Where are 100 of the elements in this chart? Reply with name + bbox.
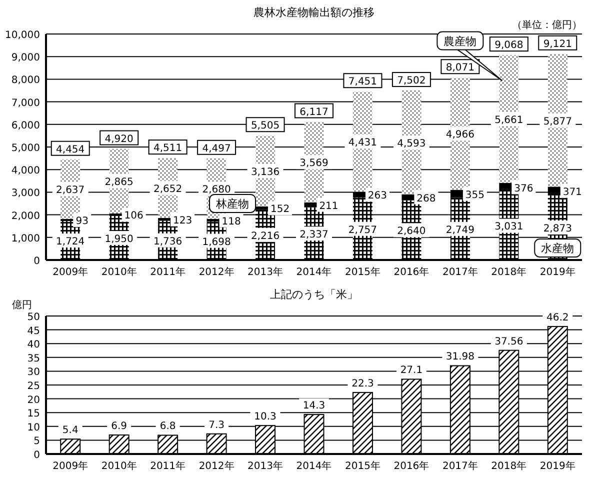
x-tick-label: 2018年 xyxy=(491,460,527,472)
chart-title: 上記のうち「米」 xyxy=(270,288,358,301)
x-tick-label: 2011年 xyxy=(150,266,186,278)
y-tick-label: 0 xyxy=(34,450,40,461)
data-label: 10.3 xyxy=(254,412,276,423)
series-label: 林産物 xyxy=(215,197,250,210)
data-label: 376 xyxy=(514,183,534,194)
total-label: 5,505 xyxy=(250,120,280,132)
data-label: 6.9 xyxy=(111,420,128,432)
data-label: 1,736 xyxy=(154,236,182,248)
x-tick-label: 2010年 xyxy=(101,266,137,278)
y-tick-label: 10,000 xyxy=(5,30,40,41)
x-tick-label: 2013年 xyxy=(248,460,283,472)
total-label: 4,454 xyxy=(56,144,85,156)
data-label: 106 xyxy=(124,210,144,222)
data-label: 22.3 xyxy=(352,378,374,390)
x-tick-label: 2012年 xyxy=(198,460,234,472)
data-label: 263 xyxy=(368,190,388,202)
data-label: 14.3 xyxy=(302,400,326,412)
data-label: 211 xyxy=(319,200,338,212)
y-tick-label: 45 xyxy=(27,326,40,337)
x-tick-label: 2014年 xyxy=(296,266,332,278)
data-label: 7.3 xyxy=(208,420,224,431)
total-label: 9,068 xyxy=(494,40,524,52)
data-label: 37.56 xyxy=(494,336,524,348)
data-label: 4,431 xyxy=(348,138,378,149)
data-label: 4,593 xyxy=(397,138,426,150)
total-label: 7,451 xyxy=(348,76,378,88)
x-tick-label: 2009年 xyxy=(52,460,88,472)
data-label: 46.2 xyxy=(546,312,569,324)
y-tick-label: 2,000 xyxy=(11,210,40,222)
data-label: 31.98 xyxy=(446,352,474,363)
y-tick-label: 4,000 xyxy=(11,166,40,177)
y-tick-label: 35 xyxy=(27,353,40,364)
data-label: 4,966 xyxy=(446,130,474,141)
data-label: 3,569 xyxy=(300,158,328,170)
total-label: 4,511 xyxy=(154,143,182,154)
chart-title: 農林水産物輸出額の推移 xyxy=(254,6,374,19)
data-label: 3,136 xyxy=(250,167,280,178)
data-label: 2,216 xyxy=(250,230,280,242)
series-label: 水産物 xyxy=(541,242,574,255)
data-label: 118 xyxy=(222,216,241,228)
x-tick-label: 2014年 xyxy=(296,460,332,472)
x-tick-label: 2017年 xyxy=(442,460,478,472)
y-tick-label: 40 xyxy=(27,340,40,351)
data-label: 2,757 xyxy=(348,224,378,236)
total-label: 8,071 xyxy=(446,62,474,74)
y-tick-label: 1,000 xyxy=(11,233,40,244)
total-label: 6,117 xyxy=(300,106,328,118)
y-tick-label: 8,000 xyxy=(11,75,40,86)
total-label: 4,920 xyxy=(104,134,134,145)
data-label: 1,698 xyxy=(202,236,231,248)
y-tick-label: 25 xyxy=(27,381,40,392)
x-tick-label: 2019年 xyxy=(540,460,576,472)
x-tick-label: 2010年 xyxy=(101,460,137,472)
y-tick-label: 15 xyxy=(27,408,40,420)
y-tick-label: 20 xyxy=(27,394,40,406)
y-tick-label: 3,000 xyxy=(11,188,40,200)
y-tick-label: 7,000 xyxy=(11,98,40,109)
data-label: 2,749 xyxy=(446,224,474,236)
data-label: 27.1 xyxy=(400,365,423,376)
data-label: 3,031 xyxy=(494,222,524,233)
y-tick-label: 5 xyxy=(34,436,40,448)
text: （単位：億円） xyxy=(512,19,582,31)
y-tick-label: 0 xyxy=(34,256,40,267)
x-tick-label: 2011年 xyxy=(150,460,186,472)
x-tick-label: 2012年 xyxy=(198,266,234,278)
data-label: 2,680 xyxy=(202,184,231,196)
data-label: 5.4 xyxy=(62,425,78,436)
data-label: 5,877 xyxy=(543,116,572,128)
x-tick-label: 2018年 xyxy=(491,266,527,278)
data-label: 5,661 xyxy=(494,115,524,126)
data-label: 6.8 xyxy=(160,421,176,432)
total-label: 9,121 xyxy=(543,38,572,50)
y-tick-label: 30 xyxy=(27,367,40,378)
data-label: 2,337 xyxy=(300,230,328,241)
x-tick-label: 2013年 xyxy=(248,266,283,278)
data-label: 152 xyxy=(270,204,290,216)
data-label: 2,873 xyxy=(543,224,572,235)
y-tick-label: 5,000 xyxy=(11,143,40,154)
x-tick-label: 2015年 xyxy=(345,266,380,278)
y-axis-title: 億円 xyxy=(12,299,32,311)
data-label: 2,865 xyxy=(104,177,134,188)
x-tick-label: 2016年 xyxy=(394,266,430,278)
data-label: 2,652 xyxy=(154,184,182,196)
data-label: 93 xyxy=(76,216,88,227)
data-label: 355 xyxy=(465,190,484,201)
data-label: 123 xyxy=(173,215,192,226)
x-tick-label: 2017年 xyxy=(442,266,478,278)
total-label: 4,497 xyxy=(202,143,231,154)
y-tick-label: 9,000 xyxy=(11,52,40,64)
total-label: 7,502 xyxy=(397,75,426,86)
y-tick-label: 6,000 xyxy=(11,120,40,132)
data-label: 1,724 xyxy=(56,236,85,248)
data-label: 2,637 xyxy=(56,185,85,196)
x-tick-label: 2016年 xyxy=(394,460,430,472)
y-tick-label: 50 xyxy=(27,312,40,323)
x-tick-label: 2019年 xyxy=(540,266,576,278)
data-label: 371 xyxy=(562,186,582,198)
x-tick-label: 2015年 xyxy=(345,460,380,472)
